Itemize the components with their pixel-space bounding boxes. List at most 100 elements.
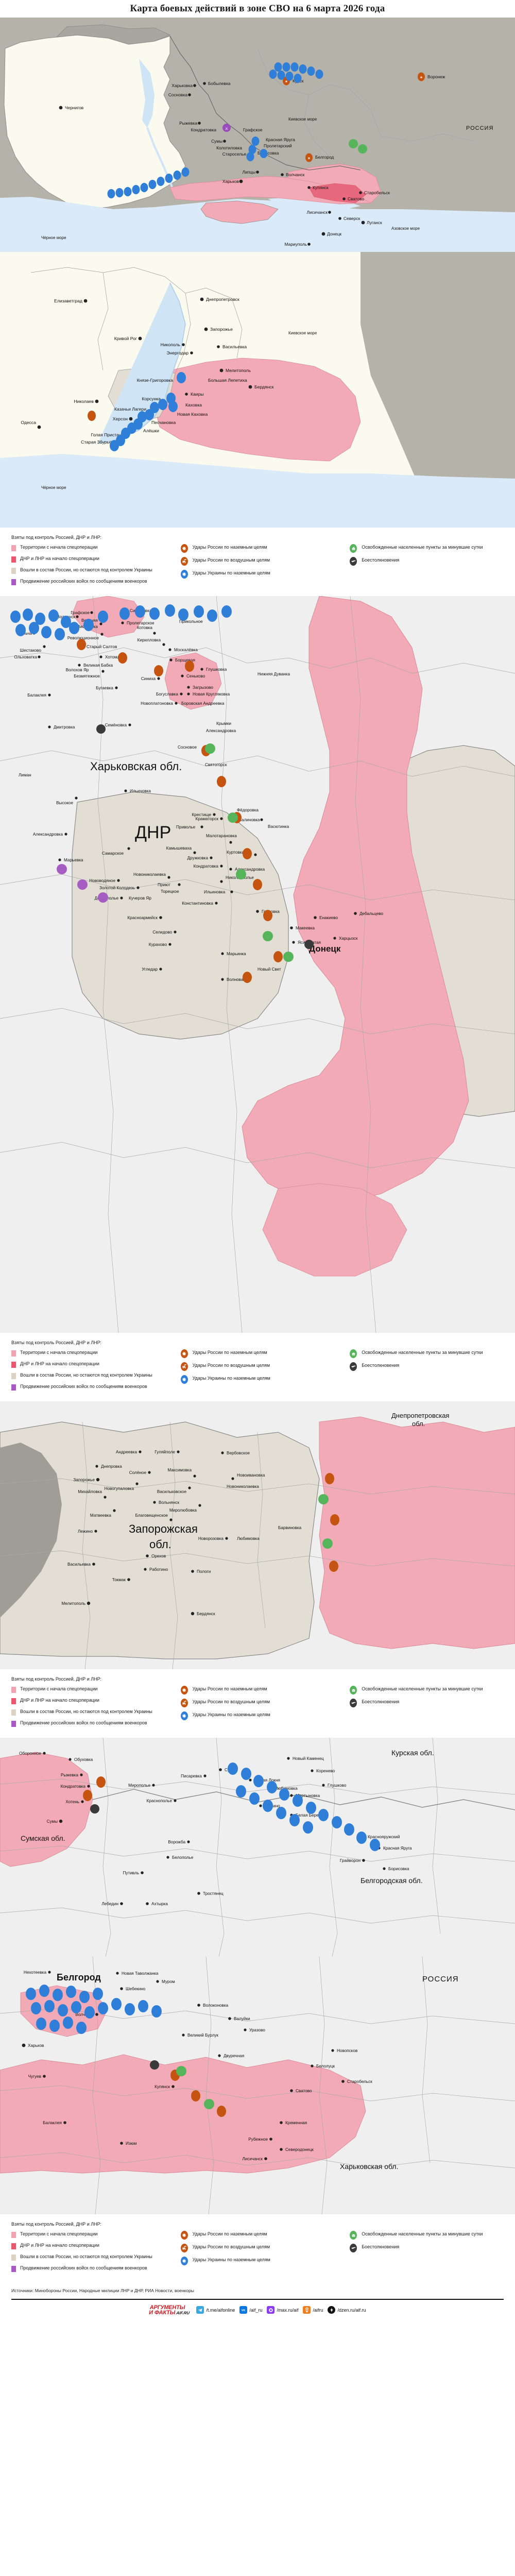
- crimea-landmass: [200, 200, 279, 224]
- russia-strike-badges[interactable]: [88, 411, 96, 421]
- social-link-label: /max.ru/aif: [277, 2307, 299, 2313]
- city-marker: Александровка: [33, 832, 67, 837]
- svg-text:Харьковка: Харьковка: [171, 83, 193, 88]
- map-panel-overview[interactable]: Чернигов Харьковка Бобылевка Сосновка Ры…: [0, 18, 515, 252]
- city-marker: Луганск: [361, 220, 382, 225]
- infographic-page: Карта боевых действий в зоне СВО на 6 ма…: [0, 3, 515, 2316]
- city-marker: Приволье: [176, 825, 203, 829]
- city-marker: Кременная: [280, 2121, 307, 2125]
- social-link-telegram[interactable]: /t.me/aifonline: [196, 2306, 235, 2314]
- svg-text:Харьков: Харьков: [222, 179, 239, 184]
- svg-text:Максимовка: Максимовка: [167, 1468, 192, 1472]
- map-panel-belgorod[interactable]: Белгород РОССИЯ Харьковская обл. Нехотее…: [0, 1957, 515, 2214]
- svg-text:Мелитополь: Мелитополь: [226, 368, 251, 373]
- liberated-badges[interactable]: [176, 2066, 214, 2109]
- oblast-label-dnepropetrovsk-2: обл.: [412, 1420, 425, 1428]
- swatch-purple-icon: [11, 1721, 16, 1727]
- svg-text:Мирополье: Мирополье: [128, 1783, 150, 1788]
- svg-text:Красная Яруга: Красная Яруга: [266, 137, 295, 142]
- launcher-icon: [180, 1699, 188, 1707]
- legend-item-label: Территории с начала спецоперации: [20, 2231, 98, 2236]
- city-marker: Михайловка: [78, 1489, 107, 1499]
- city-marker: Андреевка: [116, 1450, 142, 1454]
- svg-text:Купянск: Купянск: [154, 2084, 170, 2089]
- map-panel-zaporozhye[interactable]: Запорожская обл. Днепропетровская обл. Д…: [0, 1401, 515, 1669]
- russia-strike-badges[interactable]: [325, 1473, 339, 1572]
- social-link-max[interactable]: /max.ru/aif: [267, 2306, 298, 2314]
- map-panel-south[interactable]: Елизаветград Днепропетровск Кривой Рог З…: [0, 252, 515, 528]
- svg-text:Мартыновка: Мартыновка: [296, 1793, 320, 1798]
- republic-label-dnr: ДНР: [135, 823, 171, 842]
- advance-badges[interactable]: [57, 864, 108, 903]
- svg-text:Макеевка: Макеевка: [296, 926, 315, 930]
- svg-text:Самарское: Самарское: [102, 851, 124, 856]
- liberated-badges[interactable]: [205, 743, 294, 962]
- controlled-territory-pink: [0, 2054, 366, 2174]
- city-marker: Васильевка: [67, 1562, 95, 1567]
- city-marker: Кривой Рог: [114, 336, 142, 341]
- rifle-icon: [350, 1362, 357, 1371]
- map-panel-donbass[interactable]: Харьковская обл. ДНР Донецк Волчанск Вил…: [0, 596, 515, 1333]
- city-marker: Песчановка: [151, 420, 176, 425]
- ukraine-strike-badges[interactable]: [10, 604, 232, 640]
- city-label-group: Чернигов Харьковка Бобылевка Сосновка Ры…: [59, 74, 445, 247]
- russia-strike-badges[interactable]: [83, 1776, 106, 1801]
- social-link-dzen[interactable]: /dzen.ru/aif.ru: [328, 2306, 366, 2314]
- city-marker: Борисовка: [383, 1867, 409, 1871]
- page-title: Карта боевых действий в зоне СВО на 6 ма…: [130, 3, 385, 14]
- svg-text:Кондратовка: Кондратовка: [191, 127, 216, 132]
- city-marker: Сосновка: [168, 92, 191, 97]
- svg-text:Каховка: Каховка: [185, 402, 202, 408]
- city-marker: Рыжевка: [179, 121, 201, 126]
- blast-icon: [180, 1686, 188, 1694]
- clash-badges[interactable]: [96, 724, 314, 949]
- city-marker: Любимовка: [237, 1536, 260, 1541]
- svg-text:Бердянск: Бердянск: [197, 1612, 215, 1616]
- blast-icon: [180, 570, 188, 579]
- city-marker: Глушково: [322, 1783, 347, 1788]
- city-marker: Бобылевка: [203, 81, 231, 86]
- svg-text:Кондратовка: Кондратовка: [194, 864, 219, 869]
- liberated-badges[interactable]: [318, 1494, 333, 1549]
- city-marker: Безмятежное: [74, 670, 105, 679]
- city-marker: Волноваха: [221, 977, 248, 982]
- russia-strike-badges[interactable]: [77, 639, 283, 983]
- clash-badges[interactable]: [90, 1804, 99, 1814]
- liberated-badges[interactable]: [349, 139, 367, 154]
- social-link-vk[interactable]: VK /aif_ru: [239, 2306, 262, 2314]
- belgorod-map-svg: Белгород РОССИЯ Харьковская обл. Нехотее…: [0, 1957, 515, 2214]
- svg-text:Малая Локня: Малая Локня: [254, 1778, 280, 1783]
- svg-text:Писаревка: Писаревка: [181, 1774, 202, 1778]
- ukraine-strike-badges[interactable]: [107, 62, 323, 198]
- map-panel-kursk-sumy[interactable]: Курская обл. Сумская обл. Белгородская о…: [0, 1738, 515, 1957]
- svg-text:Сосновка: Сосновка: [168, 92, 187, 97]
- social-link-label: /aif_ru: [249, 2307, 263, 2313]
- city-marker: Красная Яруга: [266, 137, 295, 142]
- oblast-label-dnepropetrovsk: Днепропетровская: [391, 1412, 449, 1419]
- clash-badges[interactable]: [150, 2060, 159, 2070]
- svg-text:Ольховатка: Ольховатка: [14, 655, 37, 659]
- city-marker: Малая Локня: [249, 1778, 280, 1783]
- social-link-label: /t.me/aifonline: [206, 2307, 235, 2313]
- svg-text:Бердянск: Бердянск: [254, 384, 274, 389]
- city-marker: Васильковское: [157, 1486, 191, 1494]
- city-marker: Краснополье: [147, 1799, 177, 1803]
- city-marker: Крестище: [192, 812, 216, 817]
- city-marker: Сумы: [211, 139, 226, 144]
- svg-text:VK: VK: [242, 2309, 246, 2312]
- svg-text:Николаев: Николаев: [74, 399, 94, 404]
- ukraine-strike-badges[interactable]: [228, 1762, 380, 1851]
- ukraine-strike-badges[interactable]: [110, 372, 186, 451]
- legend-column-strikes: Удары России по наземным целям Удары Рос…: [180, 544, 350, 590]
- city-marker: Белгород: [315, 155, 334, 160]
- blast-icon: [180, 1349, 188, 1358]
- legend-block-2: Взяты под контроль Россией, ДНР и ЛНР: Т…: [0, 1333, 515, 1401]
- svg-text:Муром: Муром: [162, 1979, 175, 1984]
- svg-text:Новая Таволжанка: Новая Таволжанка: [122, 1971, 159, 1976]
- svg-text:Старый Салтов: Старый Салтов: [87, 645, 117, 649]
- ukraine-strike-badges[interactable]: [26, 1985, 162, 2034]
- city-marker: Лежино: [78, 1529, 97, 1534]
- road-network: [0, 1738, 515, 1957]
- social-link-ok[interactable]: /aifru: [303, 2306, 323, 2314]
- oblast-label-sumy: Сумская обл.: [21, 1834, 65, 1842]
